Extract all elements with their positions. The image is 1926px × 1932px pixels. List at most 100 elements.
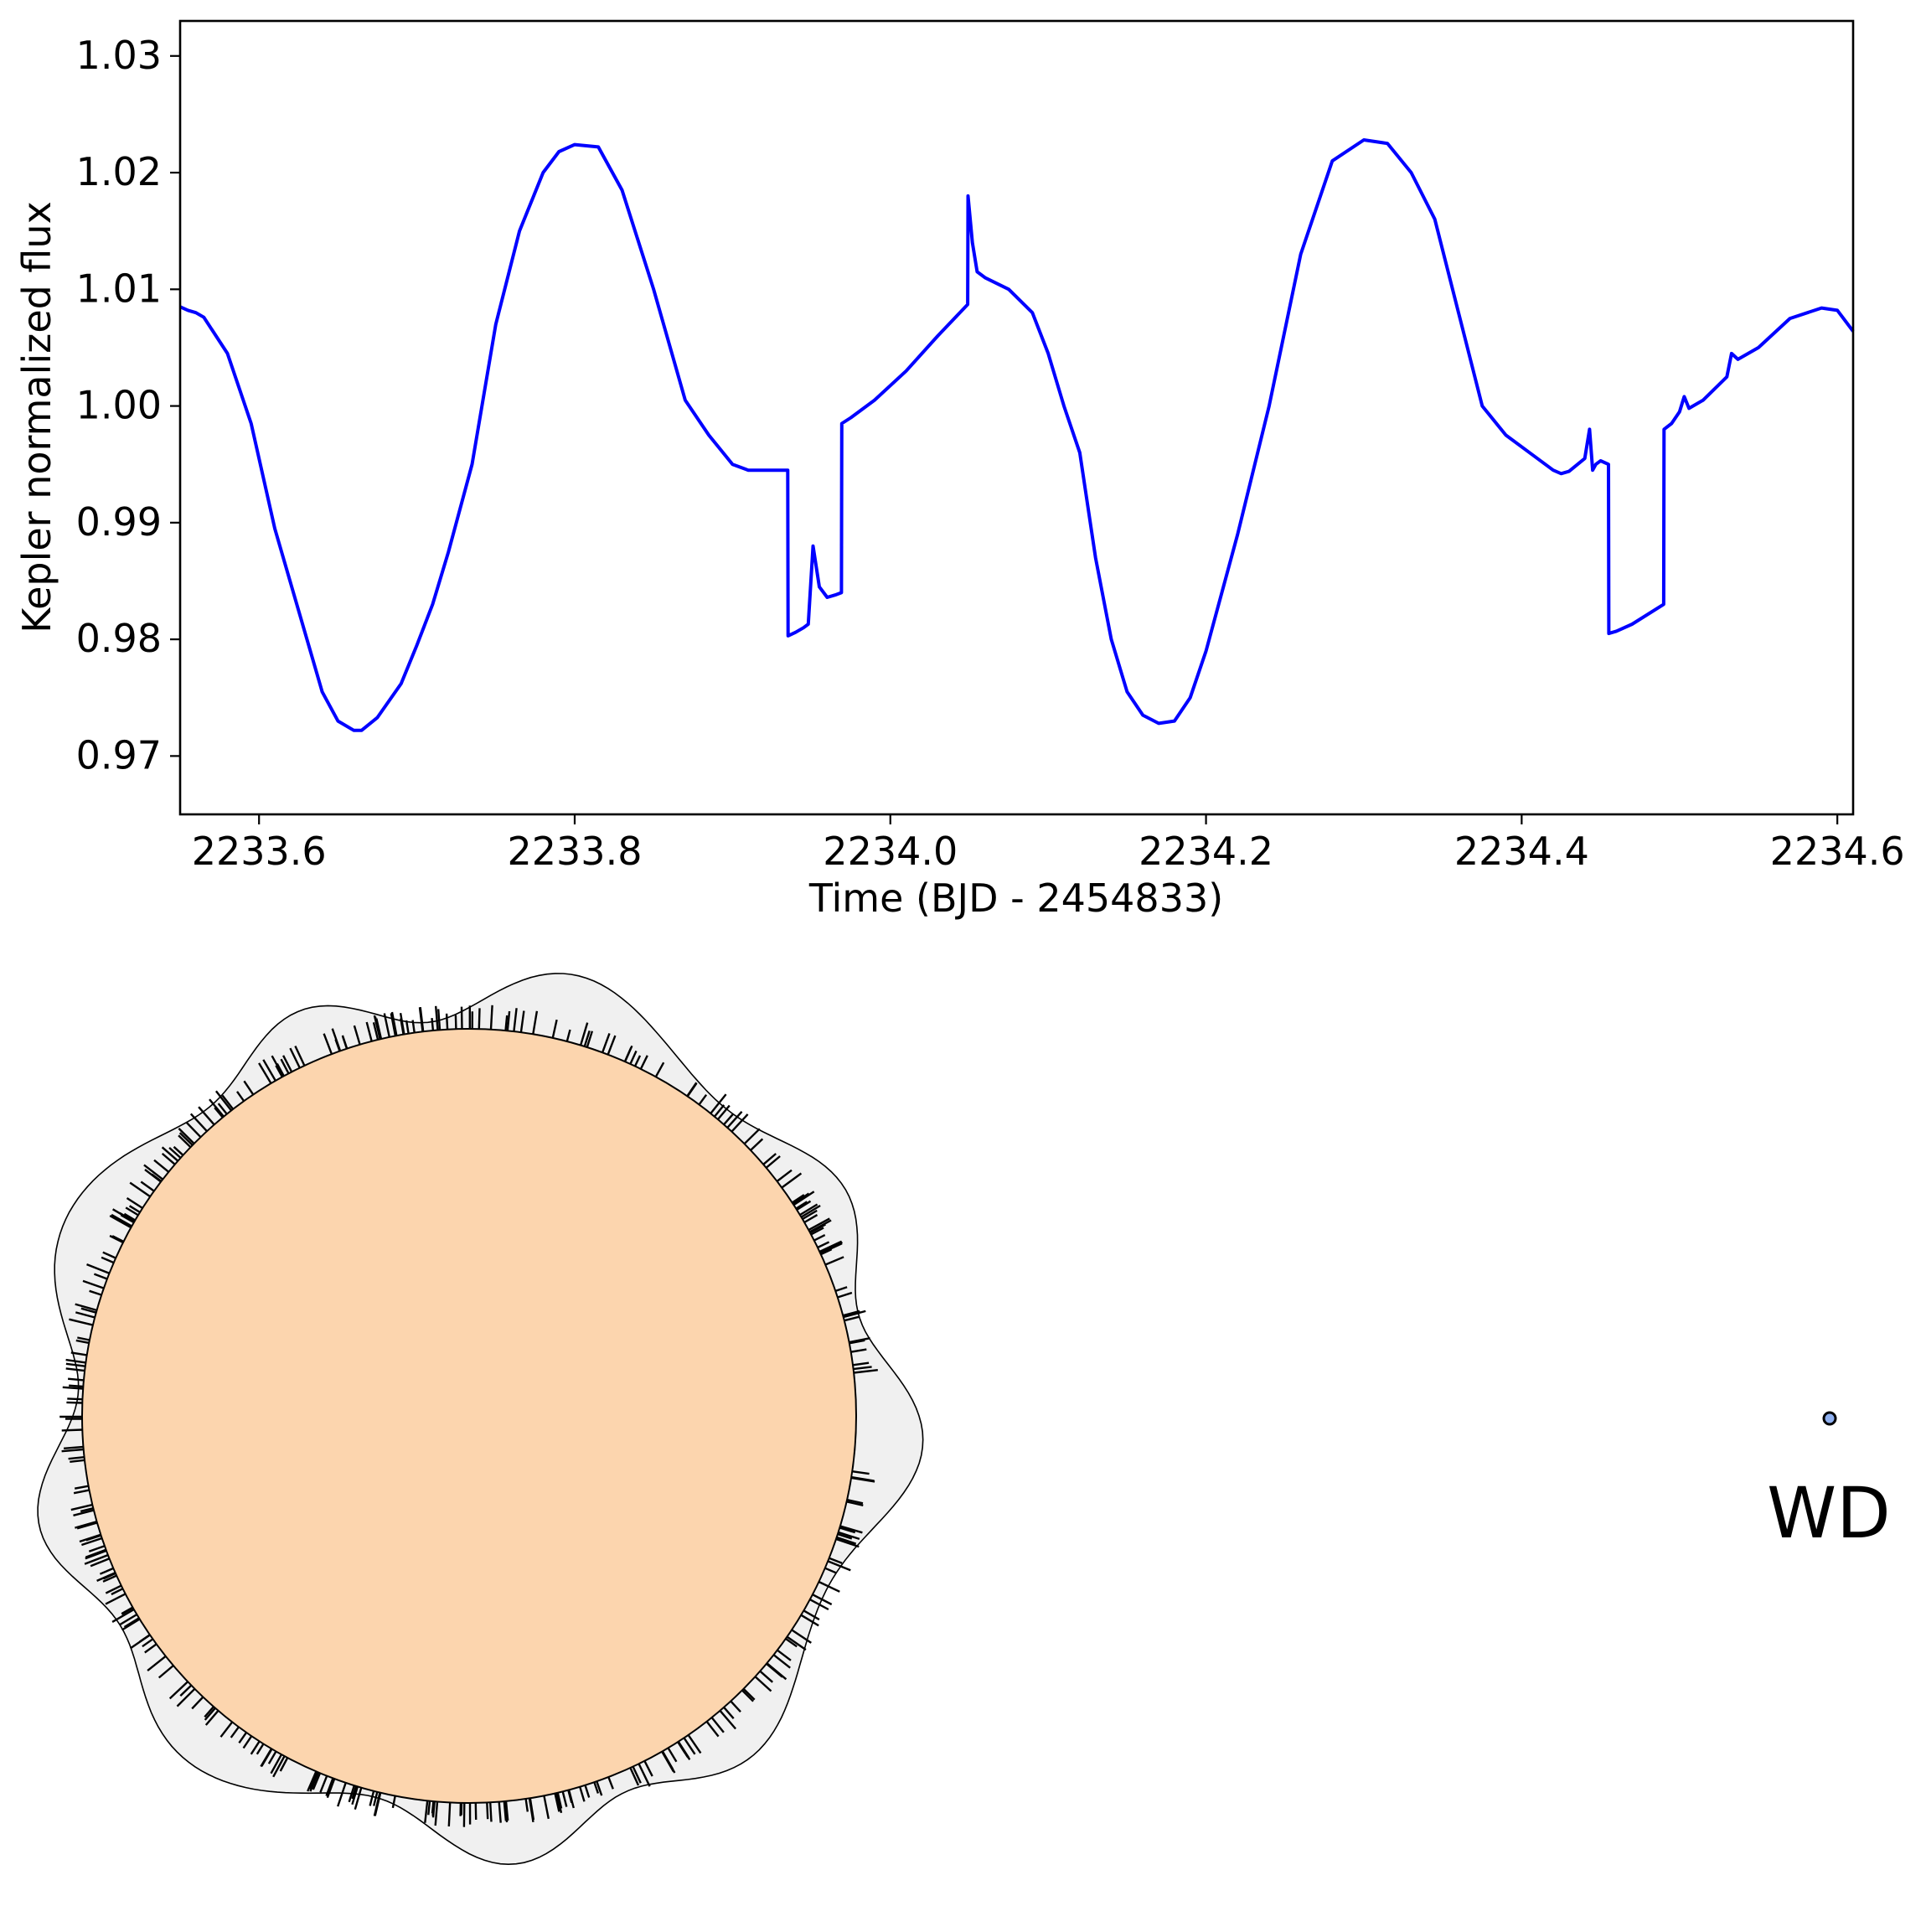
starspot-tick	[777, 1649, 792, 1661]
y-tick-label: 0.98	[76, 616, 162, 661]
starspot-tick	[82, 1279, 105, 1289]
starspot-tick	[824, 1256, 844, 1266]
starspot-tick	[827, 1560, 851, 1572]
plot-frame	[178, 19, 1855, 816]
starspot-tick	[741, 1689, 754, 1702]
starspot-tick	[348, 1785, 355, 1803]
starspot-tick	[411, 1020, 416, 1033]
starspot-tick	[242, 1735, 253, 1749]
starspot-tick	[583, 1030, 591, 1047]
starspot-tick	[61, 1428, 83, 1432]
starspot-tick	[424, 1800, 429, 1823]
starspot-tick	[812, 1594, 833, 1606]
starspot-tick	[275, 1065, 283, 1077]
starspot-tick	[405, 1020, 410, 1034]
starspot-tick	[793, 1191, 815, 1206]
starspot-tick	[99, 1567, 114, 1575]
x-tick-label: 2234.0	[823, 829, 958, 874]
starspot-tick	[123, 1617, 140, 1629]
starspot-tick	[834, 1286, 848, 1293]
starspot-tick	[217, 1103, 228, 1115]
series-layer	[179, 138, 1855, 732]
starspot-tick	[390, 1013, 397, 1036]
x-axis-label: Time (BJD - 2454833)	[808, 876, 1223, 921]
starspot-tick	[786, 1635, 807, 1651]
starspot-tick	[839, 1526, 856, 1534]
starspot-tick	[427, 1800, 431, 1816]
starspot-tick	[250, 1740, 261, 1755]
starspot-tick	[803, 1214, 818, 1224]
starspot-tick	[846, 1501, 864, 1506]
starspot-tick	[128, 1205, 141, 1214]
starspot-tick	[354, 1787, 363, 1811]
starspot-tick	[67, 1397, 83, 1401]
starspot-tick	[808, 1219, 832, 1233]
starspot-tick	[65, 1367, 85, 1372]
starspot-tick	[486, 1802, 489, 1820]
starspot-tick	[272, 1755, 286, 1778]
starspot-tick	[842, 1310, 860, 1317]
starspot-tick	[65, 1362, 85, 1367]
starspot-tick	[391, 1795, 396, 1809]
starspot-tick	[802, 1209, 818, 1221]
starspot-tick	[654, 1062, 665, 1077]
starspot-tick	[198, 1106, 215, 1126]
starspot-tick	[74, 1485, 89, 1490]
starspot-tick	[89, 1289, 102, 1296]
starspot-tick	[262, 1059, 276, 1082]
starspot-tick	[279, 1757, 289, 1772]
starspot-tick	[792, 1192, 810, 1206]
starspot-tick	[528, 1798, 534, 1822]
y-axis-label: Kepler normalized flux	[14, 201, 59, 633]
starspot-tick	[809, 1599, 829, 1611]
starspot-tick	[489, 1005, 493, 1030]
x-tick-label: 2234.2	[1139, 829, 1273, 874]
starspot-tick	[121, 1618, 141, 1631]
starspot-tick	[312, 1772, 322, 1790]
starspot-tick	[236, 1091, 245, 1102]
starspot-tick	[102, 1574, 117, 1583]
starspot-tick	[799, 1203, 818, 1217]
starspot-tick	[593, 1781, 600, 1794]
starspot-tick	[844, 1315, 860, 1322]
starspot-tick	[121, 1606, 134, 1615]
starspot-tick	[765, 1155, 781, 1169]
starspot-tick	[70, 1351, 87, 1356]
starspot-tick	[373, 1792, 381, 1816]
y-tick-label: 0.99	[76, 499, 162, 545]
starspot-tick	[849, 1339, 865, 1345]
starspot-tick	[723, 1113, 735, 1125]
starspot-tick	[719, 1710, 737, 1730]
starspot-tick	[76, 1521, 98, 1530]
starspot-tick	[705, 1720, 720, 1738]
starspot-tick	[498, 1801, 502, 1823]
starspot-tick	[835, 1537, 860, 1548]
y-axis-ticks: 0.97 0.98 0.99 1.00 1.01 1.02 1.03	[76, 33, 180, 777]
starspot-tick	[309, 1772, 320, 1792]
starspot-tick	[504, 1015, 509, 1031]
starspot-tick	[243, 1080, 255, 1096]
starspot-tick	[68, 1456, 85, 1460]
starspot-tick	[849, 1337, 870, 1344]
starspot-tick	[337, 1782, 347, 1807]
starspot-tick	[839, 1525, 863, 1534]
starspot-tick	[519, 1010, 525, 1033]
starspot-tick	[69, 1318, 94, 1326]
starspot-tick	[85, 1534, 101, 1542]
starspot-tick	[762, 1153, 777, 1165]
starspot-tick	[607, 1035, 617, 1056]
starspot-tick	[506, 1010, 511, 1031]
starspot-tick	[256, 1743, 265, 1755]
starspot-tick	[543, 1795, 550, 1820]
starspot-tick	[829, 1557, 843, 1564]
starspot-tick	[629, 1767, 640, 1786]
starspot-tick	[351, 1786, 359, 1805]
starspot-tick	[731, 1113, 749, 1133]
starspot-tick	[365, 1021, 373, 1042]
starspot-tick	[638, 1763, 651, 1787]
starspot-tick	[119, 1613, 138, 1626]
starspot-tick	[323, 1033, 333, 1055]
starspot-tick	[791, 1629, 812, 1644]
starspot-tick	[123, 1212, 137, 1222]
